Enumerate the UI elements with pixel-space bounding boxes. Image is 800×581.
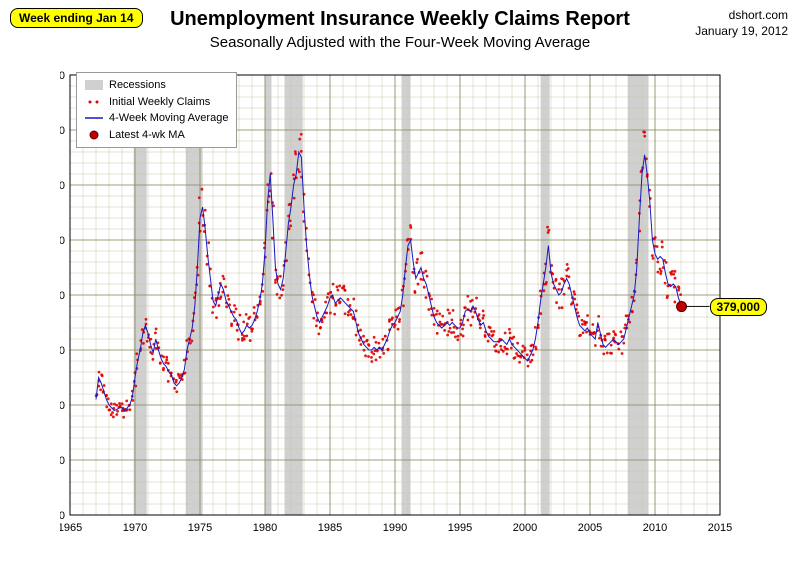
legend-label: Latest 4-wk MA xyxy=(109,127,185,144)
svg-text:500,000: 500,000 xyxy=(60,235,65,247)
svg-text:0: 0 xyxy=(60,510,65,522)
chart-title: Unemployment Insurance Weekly Claims Rep… xyxy=(0,8,800,31)
chart-container: Week ending Jan 14 Unemployment Insuranc… xyxy=(0,0,800,581)
legend-swatch xyxy=(85,97,103,107)
svg-text:300,000: 300,000 xyxy=(60,345,65,357)
legend-swatch xyxy=(85,80,103,90)
svg-text:1970: 1970 xyxy=(123,522,147,534)
svg-text:700,000: 700,000 xyxy=(60,125,65,137)
svg-text:2000: 2000 xyxy=(513,522,537,534)
latest-callout: 379,000 xyxy=(710,298,767,316)
legend-swatch xyxy=(85,130,103,140)
chart-subtitle: Seasonally Adjusted with the Four-Week M… xyxy=(0,34,800,51)
legend-item: Recessions xyxy=(85,77,228,94)
source-label: dshort.com xyxy=(729,8,788,22)
svg-text:2010: 2010 xyxy=(643,522,667,534)
date-label: January 19, 2012 xyxy=(695,24,788,38)
legend-label: 4-Week Moving Average xyxy=(109,110,228,127)
legend-item: Initial Weekly Claims xyxy=(85,94,228,111)
legend-label: Initial Weekly Claims xyxy=(109,94,210,111)
svg-text:400,000: 400,000 xyxy=(60,290,65,302)
legend-box: RecessionsInitial Weekly Claims4-Week Mo… xyxy=(76,72,237,148)
svg-text:1995: 1995 xyxy=(448,522,472,534)
svg-text:1980: 1980 xyxy=(253,522,277,534)
svg-text:1985: 1985 xyxy=(318,522,342,534)
svg-text:1990: 1990 xyxy=(383,522,407,534)
svg-text:800,000: 800,000 xyxy=(60,70,65,82)
legend-label: Recessions xyxy=(109,77,166,94)
legend-swatch xyxy=(85,113,103,123)
svg-text:200,000: 200,000 xyxy=(60,400,65,412)
svg-text:2015: 2015 xyxy=(708,522,732,534)
legend-item: 4-Week Moving Average xyxy=(85,110,228,127)
svg-text:2005: 2005 xyxy=(578,522,602,534)
legend-item: Latest 4-wk MA xyxy=(85,127,228,144)
svg-text:1965: 1965 xyxy=(60,522,82,534)
svg-text:1975: 1975 xyxy=(188,522,212,534)
svg-text:600,000: 600,000 xyxy=(60,180,65,192)
svg-text:100,000: 100,000 xyxy=(60,455,65,467)
